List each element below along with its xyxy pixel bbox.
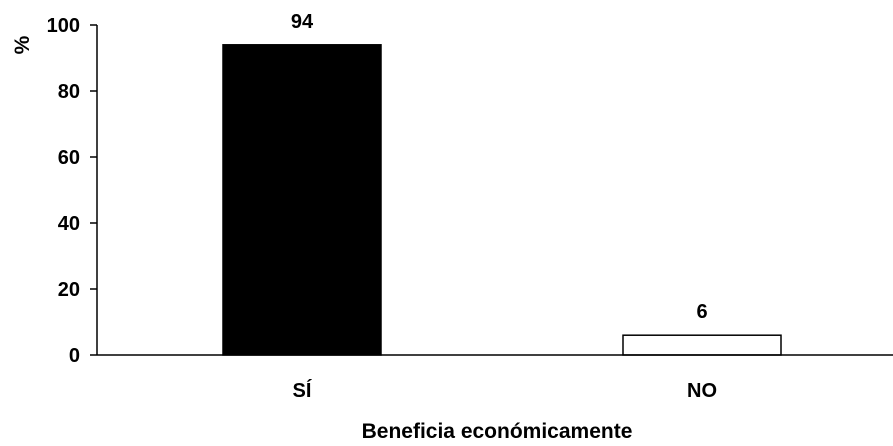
y-tick-label: 80 bbox=[58, 81, 80, 103]
x-tick-label: NO bbox=[687, 380, 717, 402]
y-tick-label: 60 bbox=[58, 147, 80, 169]
y-tick-label: 40 bbox=[58, 213, 80, 235]
y-axis-title: % bbox=[11, 35, 34, 54]
bars: 94 6 bbox=[222, 11, 782, 356]
x-tick-label: SÍ bbox=[293, 379, 312, 402]
data-label: 94 bbox=[291, 11, 314, 33]
y-tick-label: 0 bbox=[69, 345, 80, 367]
bar-s- bbox=[222, 44, 382, 356]
x-axis-labels: SÍ NO bbox=[293, 379, 717, 402]
data-label: 6 bbox=[696, 301, 707, 323]
x-axis-title: Beneficia económicamente bbox=[362, 420, 633, 443]
y-tick-label: 100 bbox=[47, 15, 80, 37]
bar-no bbox=[622, 334, 782, 356]
y-axis-ticks: 0 20 40 60 80 100 bbox=[47, 15, 97, 367]
y-tick-label: 20 bbox=[58, 279, 80, 301]
